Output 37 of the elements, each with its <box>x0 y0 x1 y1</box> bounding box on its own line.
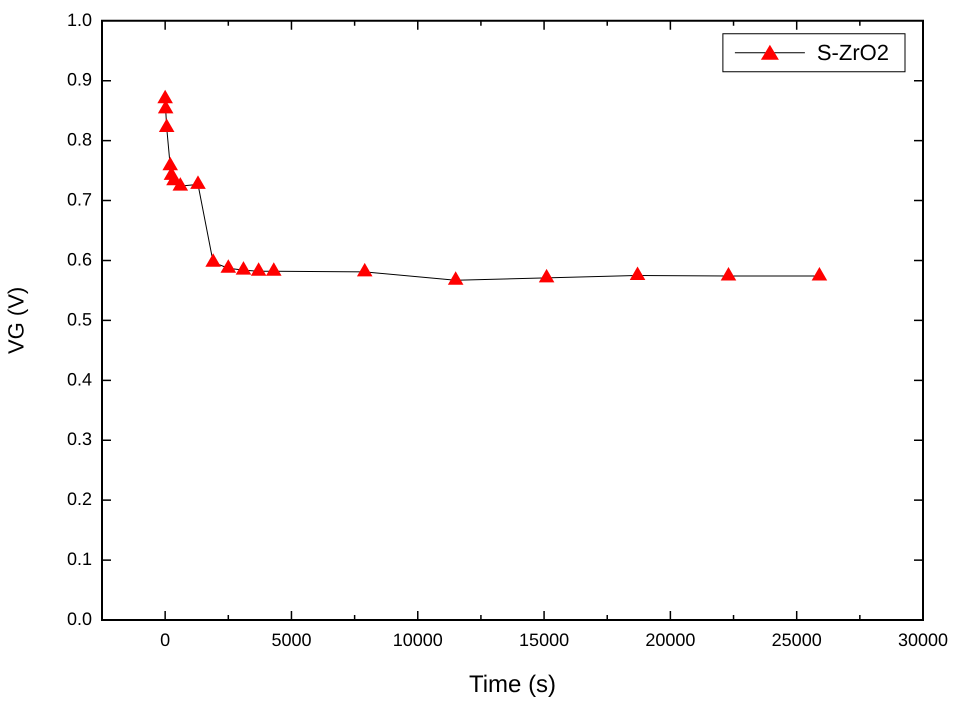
point <box>162 156 178 170</box>
x-axis-title: Time (s) <box>468 671 556 698</box>
x-tick-label: 0 <box>160 630 170 650</box>
point <box>236 261 252 275</box>
y-axis-title: VG (V) <box>3 286 28 354</box>
y-tick-label: 0.8 <box>66 130 92 150</box>
y-tick-label: 0.5 <box>66 309 92 330</box>
y-tick-label: 0.1 <box>66 549 92 570</box>
y-tick-label: 0.3 <box>66 429 92 450</box>
point <box>266 262 282 276</box>
point <box>812 267 828 281</box>
point <box>250 262 266 276</box>
point <box>190 175 206 189</box>
legend-label: S-ZrO2 <box>816 40 890 65</box>
y-tick-label: 0.7 <box>66 190 92 210</box>
point <box>205 253 221 267</box>
x-tick-label: 30000 <box>898 630 948 650</box>
point <box>720 267 736 281</box>
point <box>356 262 373 276</box>
point <box>158 118 174 132</box>
point <box>172 177 188 191</box>
point <box>220 259 236 273</box>
y-tick-label: 0.6 <box>66 249 92 270</box>
x-tick-label: 5000 <box>271 630 312 650</box>
y-tick-label: 0.2 <box>66 489 92 510</box>
point <box>630 266 646 280</box>
y-tick-label: 0.0 <box>66 608 92 629</box>
x-tick-label: 20000 <box>645 630 696 650</box>
y-tick-label: 0.9 <box>66 70 92 90</box>
x-tick-label: 10000 <box>392 630 443 650</box>
point <box>448 271 464 285</box>
y-tick-label: 1.0 <box>66 10 92 30</box>
point <box>538 268 554 282</box>
point <box>157 90 173 104</box>
x-tick-label: 15000 <box>519 630 570 650</box>
x-tick-label: 25000 <box>772 630 822 650</box>
y-tick-label: 0.4 <box>66 369 92 390</box>
